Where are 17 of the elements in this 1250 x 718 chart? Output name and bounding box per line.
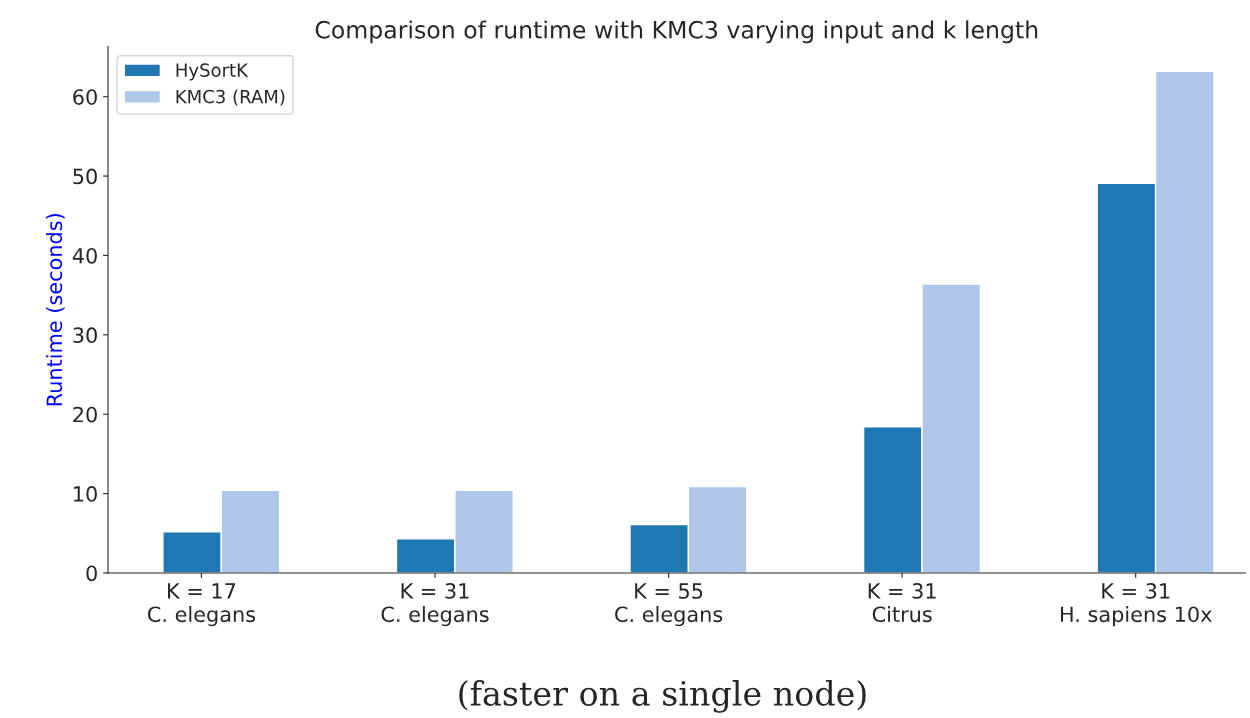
legend-label: KMC3 (RAM) (176, 89, 285, 106)
y-tick-label: 40 (72, 247, 97, 264)
y-tick-label: 20 (73, 406, 97, 423)
x-tick-label: K = 55 C. elegans (615, 583, 723, 627)
x-tick-label: K = 31 C. elegans (381, 583, 489, 627)
y-axis-title: Runtime (seconds) (46, 214, 65, 406)
x-tick-label: K = 31 H. sapiens 10x (1061, 583, 1212, 627)
y-tick-label: 30 (73, 327, 97, 344)
x-tick-label: K = 17 C. elegans (147, 583, 256, 627)
y-tick-label: 60 (73, 89, 97, 105)
x-tick-label: K = 31 Citrus (868, 583, 936, 623)
text: (faster on a single node) (459, 680, 866, 713)
legend-label: HySortK (176, 63, 249, 81)
y-tick-label: 0 (86, 565, 97, 582)
y-tick-label: 50 (73, 168, 97, 185)
y-tick-label: 10 (74, 486, 97, 502)
chart-title: Comparison of runtime with KMC3 varying input and k length (315, 20, 1038, 44)
